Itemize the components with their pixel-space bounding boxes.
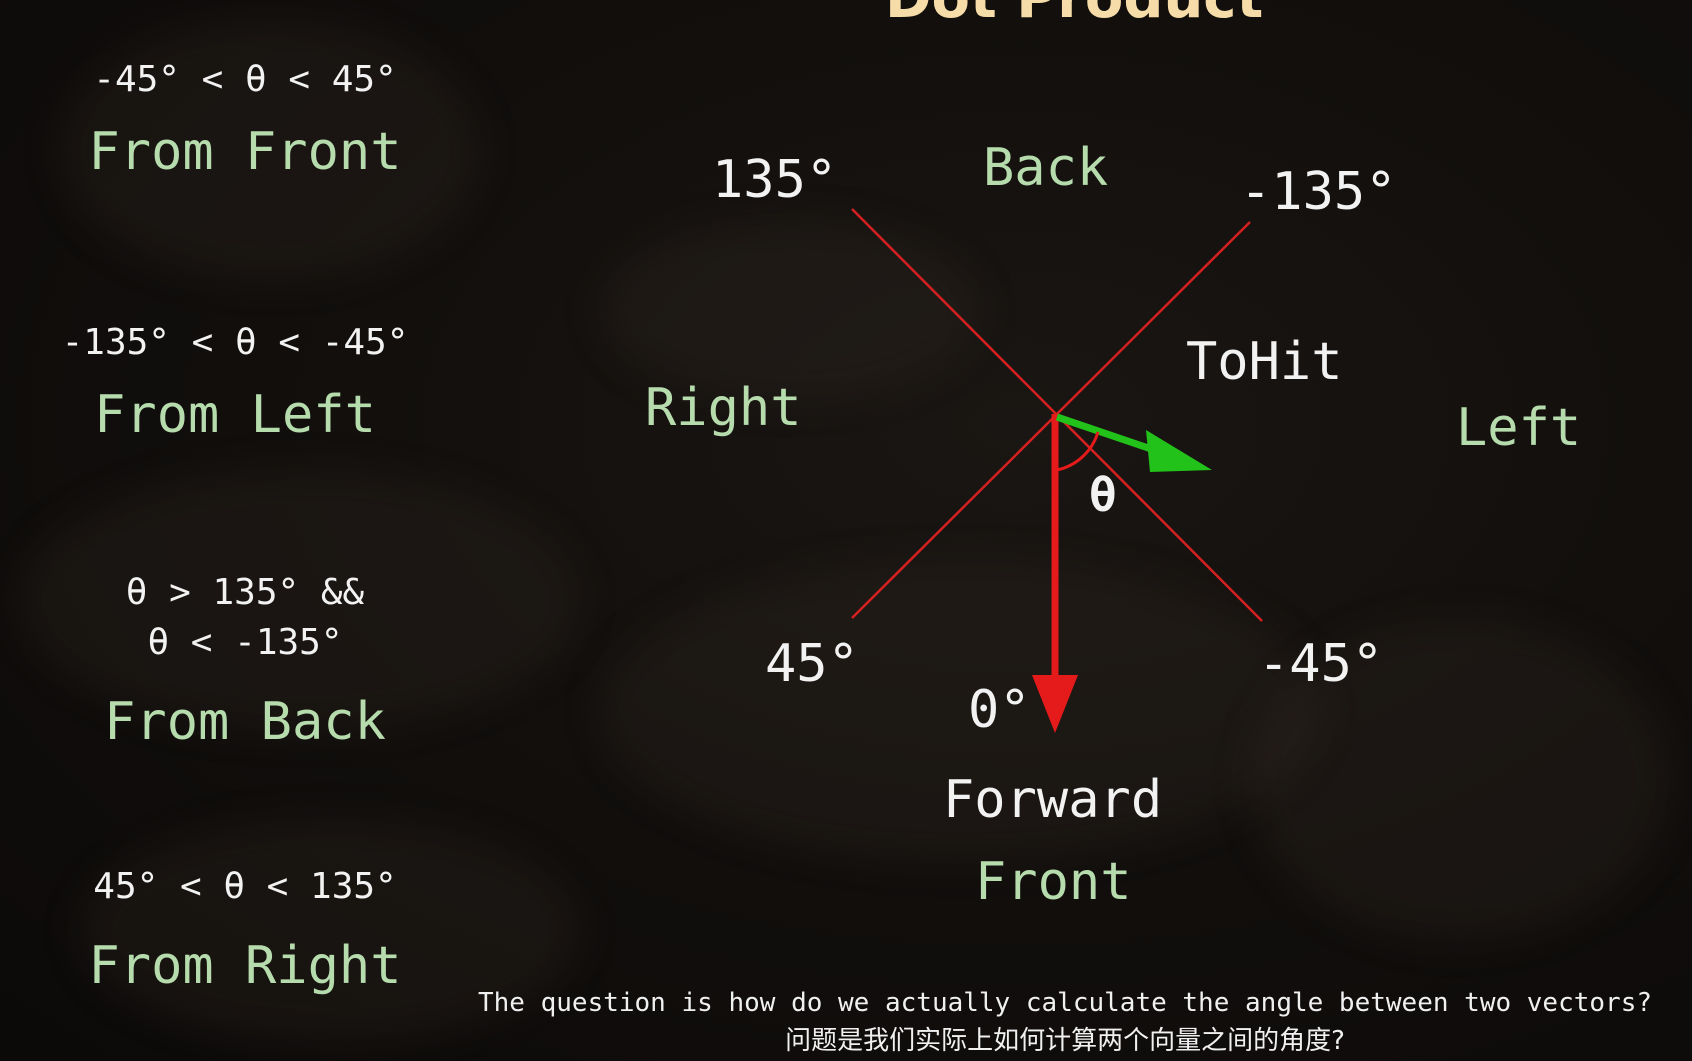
subtitle-chinese: 问题是我们实际上如何计算两个向量之间的角度? bbox=[785, 1026, 1345, 1056]
background-rock bbox=[600, 560, 1320, 860]
background-rock bbox=[600, 220, 980, 400]
tohit-vector-arrowhead bbox=[1146, 430, 1212, 472]
angle-label-0: 0° bbox=[968, 680, 1031, 740]
condition-back-label: From Back bbox=[104, 692, 386, 752]
background-rock bbox=[1250, 620, 1670, 940]
forward-label: Forward bbox=[943, 770, 1163, 830]
angle-label-45: 45° bbox=[765, 634, 859, 694]
direction-label-right: Right bbox=[645, 378, 802, 438]
condition-front-range: -45° < θ < 45° bbox=[93, 59, 397, 100]
condition-left-range: -135° < θ < -45° bbox=[61, 322, 409, 363]
condition-left-label: From Left bbox=[94, 385, 376, 445]
direction-label-back: Back bbox=[983, 138, 1109, 198]
background-rock bbox=[60, 20, 480, 280]
background-rock bbox=[20, 470, 580, 730]
forward-vector-arrowhead bbox=[1032, 675, 1078, 733]
slide-title: Dot Product bbox=[885, 0, 1263, 31]
tohit-vector-shaft bbox=[1055, 413, 1162, 456]
direction-label-front: Front bbox=[975, 852, 1132, 912]
angle-label-neg135: -135° bbox=[1240, 162, 1397, 222]
theta-label: θ bbox=[1089, 468, 1117, 522]
background-rock bbox=[80, 820, 580, 1040]
diagonal-line-neg135-to-45 bbox=[851, 221, 1251, 619]
angle-label-neg45: -45° bbox=[1258, 634, 1384, 694]
subtitle-english: The question is how do we actually calcu… bbox=[478, 988, 1652, 1018]
theta-angle-arc bbox=[1056, 431, 1100, 472]
condition-right-range: 45° < θ < 135° bbox=[93, 866, 397, 907]
condition-right-label: From Right bbox=[88, 936, 402, 996]
direction-label-left: Left bbox=[1456, 398, 1582, 458]
condition-back-range: θ > 135° && θ < -135° bbox=[125, 572, 365, 663]
angle-label-135: 135° bbox=[712, 150, 838, 210]
tohit-label: ToHit bbox=[1186, 332, 1343, 392]
condition-front-label: From Front bbox=[88, 122, 402, 182]
